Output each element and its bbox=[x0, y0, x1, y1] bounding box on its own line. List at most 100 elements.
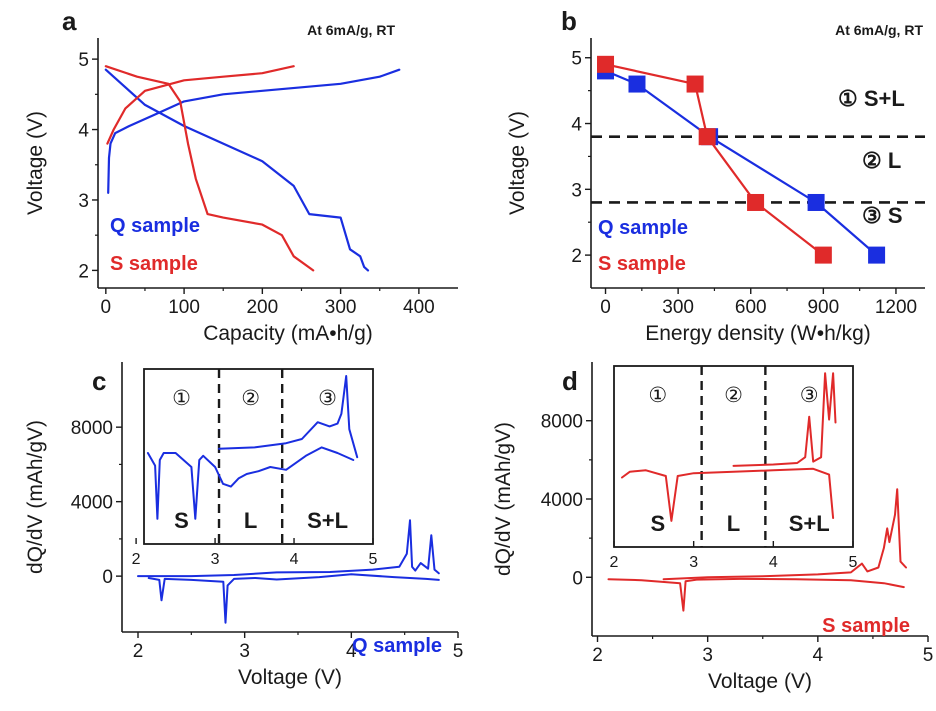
legend-s-sample-d: S sample bbox=[822, 615, 910, 637]
legend-s-sample-a: S sample bbox=[110, 253, 198, 275]
inset-region-number: ② bbox=[724, 384, 743, 407]
inset-x-tick-label: 5 bbox=[369, 551, 378, 568]
inset-x-tick-label: 4 bbox=[769, 554, 778, 571]
x-tick-label-c: 3 bbox=[239, 641, 250, 662]
x-tick-label-c: 2 bbox=[133, 641, 144, 662]
y-tick-label-d: 8000 bbox=[541, 412, 583, 433]
x-tick-label-a: 200 bbox=[246, 297, 278, 318]
y-axis-title-a: Voltage (V) bbox=[24, 111, 47, 215]
x-axis-title-a: Capacity (mA•h/g) bbox=[203, 322, 373, 345]
curve-q-charge bbox=[107, 68, 401, 194]
panel-a-note: At 6mA/g, RT bbox=[307, 22, 395, 38]
panel-b: b At 6mA/g, RT 0 300 600 900 1200 2 3 4 5 Energy … bbox=[506, 6, 925, 345]
region-label-2: ② L bbox=[862, 148, 901, 173]
marker-s-sample bbox=[597, 55, 615, 73]
x-tick-label-d: 5 bbox=[923, 645, 934, 666]
marker-s-sample bbox=[686, 75, 704, 93]
inset-region-label: L bbox=[244, 508, 257, 533]
inset-curve-discharge bbox=[621, 467, 835, 522]
inset-region-number: ① bbox=[648, 384, 667, 407]
x-tick-label-c: 5 bbox=[453, 641, 464, 662]
x-tick-label-b: 300 bbox=[662, 297, 694, 318]
panel-a: a At 6mA/g, RT 0 100 200 300 400 2 3 4 5 Capacity… bbox=[24, 6, 458, 345]
region-label-3: ③ S bbox=[862, 203, 903, 228]
dqdv-curve-discharge bbox=[147, 573, 440, 624]
inset-x-tick-label: 3 bbox=[211, 551, 220, 568]
x-tick-label-c: 4 bbox=[346, 641, 357, 662]
panel-c: c 2 3 4 5 0 4000 8000 Voltage (V) dQ/dV (mAh/gV)… bbox=[24, 362, 463, 689]
y-tick-label-c: 4000 bbox=[71, 493, 113, 514]
plot-a: 0 100 200 300 400 2 3 4 5 Capacity (mA•h/g) Voltag… bbox=[24, 38, 458, 345]
inset-region-label: S+L bbox=[789, 511, 830, 536]
x-tick-label-b: 600 bbox=[735, 297, 767, 318]
curve-q-discharge bbox=[104, 68, 370, 272]
legend-q-sample-b: Q sample bbox=[598, 217, 688, 239]
x-tick-label-d: 2 bbox=[592, 645, 603, 666]
panel-d: d 2 3 4 5 0 4000 8000 Voltage (V) dQ/dV (mAh/gV)… bbox=[492, 362, 933, 693]
y-tick-label-d: 0 bbox=[572, 568, 583, 589]
marker-s-sample bbox=[747, 193, 765, 211]
legend-q-sample-c: Q sample bbox=[352, 635, 442, 657]
x-tick-label-d: 3 bbox=[702, 645, 713, 666]
marker-q-sample bbox=[628, 75, 646, 93]
legend-s-sample-b: S sample bbox=[598, 253, 686, 275]
inset-region-label: S+L bbox=[307, 508, 348, 533]
inset-region-number: ① bbox=[172, 387, 191, 410]
marker-s-sample bbox=[814, 246, 832, 264]
inset-plot bbox=[146, 375, 359, 520]
panel-b-note: At 6mA/g, RT bbox=[835, 22, 923, 38]
inset-x-tick-label: 2 bbox=[610, 554, 619, 571]
curve-s-charge bbox=[106, 65, 295, 145]
inset-curve-discharge bbox=[146, 446, 355, 520]
y-tick-label-b: 2 bbox=[571, 246, 582, 267]
inset-curve-charge bbox=[218, 375, 359, 459]
plot-c: 2 3 4 5 0 4000 8000 Voltage (V) dQ/dV (mAh/gV) bbox=[24, 362, 463, 689]
inset-region-number: ③ bbox=[800, 384, 819, 407]
x-axis-title-c: Voltage (V) bbox=[238, 666, 342, 689]
plot-b: 0 300 600 900 1200 2 3 4 5 Energy density (W•h/kg… bbox=[506, 38, 925, 345]
y-tick-label-c: 0 bbox=[102, 567, 113, 588]
panel-letter-a: a bbox=[62, 6, 77, 36]
inset-d: 2 3 4 5 ① ② ③ S L S+L bbox=[610, 365, 858, 571]
x-axis-title-b: Energy density (W•h/kg) bbox=[645, 322, 871, 345]
dqdv-curve-charge bbox=[137, 519, 440, 578]
y-tick-label-a: 2 bbox=[78, 261, 89, 282]
x-tick-label-b: 0 bbox=[600, 297, 611, 318]
inset-c: 2 3 4 5 ① ② ③ S L S+L bbox=[132, 368, 378, 568]
inset-curve-charge bbox=[732, 372, 837, 467]
y-tick-label-a: 3 bbox=[78, 191, 89, 212]
inset-region-label: L bbox=[727, 511, 740, 536]
x-tick-label-a: 400 bbox=[403, 297, 435, 318]
inset-region-number: ② bbox=[241, 387, 260, 410]
inset-x-tick-label: 5 bbox=[849, 554, 858, 571]
panel-letter-d: d bbox=[562, 366, 578, 396]
inset-plot bbox=[621, 372, 837, 522]
panel-letter-b: b bbox=[561, 6, 577, 36]
marker-q-sample bbox=[868, 246, 886, 264]
dqdv-curve-charge bbox=[662, 488, 907, 581]
x-axis-title-d: Voltage (V) bbox=[708, 670, 812, 693]
curve-s-discharge bbox=[104, 65, 315, 272]
x-tick-label-b: 900 bbox=[807, 297, 839, 318]
dqdv-curve-discharge bbox=[607, 577, 905, 612]
y-axis-title-b: Voltage (V) bbox=[506, 111, 529, 215]
x-tick-label-a: 100 bbox=[168, 297, 200, 318]
x-tick-label-a: 0 bbox=[101, 297, 112, 318]
region-label-1: ① S+L bbox=[838, 86, 905, 111]
y-tick-label-a: 4 bbox=[78, 121, 89, 142]
x-tick-label-d: 4 bbox=[813, 645, 824, 666]
panel-letter-c: c bbox=[92, 366, 106, 396]
inset-x-tick-label: 3 bbox=[689, 554, 698, 571]
y-axis-title-d: dQ/dV (mAh/gV) bbox=[492, 422, 515, 576]
inset-region-label: S bbox=[174, 508, 189, 533]
y-tick-label-b: 4 bbox=[571, 115, 582, 136]
inset-frame bbox=[143, 368, 374, 545]
plot-d: 2 3 4 5 0 4000 8000 Voltage (V) dQ/dV (mAh/gV) bbox=[492, 362, 933, 693]
y-tick-label-d: 4000 bbox=[541, 490, 583, 511]
inset-region-number: ③ bbox=[318, 387, 337, 410]
inset-x-tick-label: 2 bbox=[132, 551, 141, 568]
x-tick-label-a: 300 bbox=[325, 297, 357, 318]
y-tick-label-a: 5 bbox=[78, 50, 89, 71]
marker-q-sample bbox=[807, 193, 825, 211]
